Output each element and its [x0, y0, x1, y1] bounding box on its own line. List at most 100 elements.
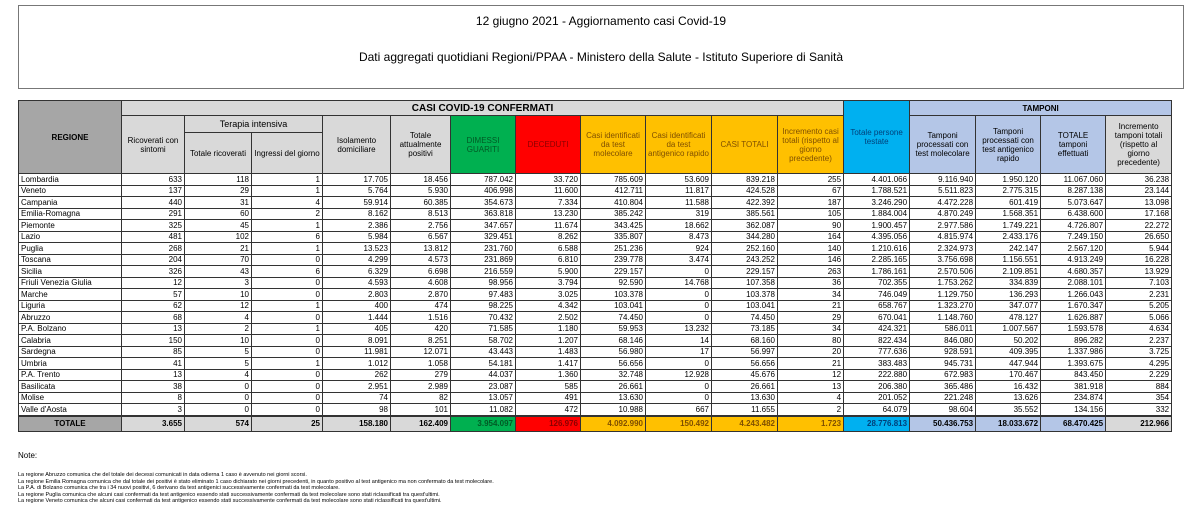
table-row: P.A. Bolzano 13 2 1 405 420 71.585 1.180 59.953 1…: [18, 322, 1173, 335]
table-cell: 5: [184, 345, 252, 358]
table-cell: 1: [251, 219, 323, 232]
table-cell: 60: [184, 207, 252, 220]
table-cell: 0: [251, 345, 323, 358]
table-cell: 0: [251, 391, 323, 404]
table-cell: 92.590: [580, 276, 646, 289]
table-cell: 11.817: [645, 184, 712, 197]
table-cell: 22.272: [1105, 219, 1173, 232]
table-cell: 5.205: [1105, 299, 1173, 312]
table-cell: 21: [776, 299, 845, 312]
table-cell: 255: [776, 173, 845, 186]
total-cell: 212.966: [1105, 414, 1173, 432]
table-cell: 4.913.249: [1040, 253, 1107, 266]
notes-section: Note: La regione Abruzzo comunica che de…: [18, 451, 494, 505]
table-cell: 31: [184, 196, 252, 209]
header-tamp-ant: Tamponi processati con test antigenico r…: [975, 115, 1042, 174]
total-cell: 18.033.672: [975, 414, 1042, 432]
table-cell: 45.676: [711, 368, 778, 381]
table-cell: 70: [184, 253, 252, 266]
table-cell: 56.656: [711, 357, 778, 370]
table-cell: 585: [515, 380, 581, 393]
table-cell: 262: [322, 368, 391, 381]
note-item: La P.A. di Bolzano comunica che tra i 34…: [18, 485, 340, 491]
header-ti-ingressi: Ingressi del giorno: [251, 132, 323, 174]
table-row: Emilia-Romagna 291 60 2 8.162 8.513 363.818 13.…: [18, 207, 1173, 220]
table-cell: 13.230: [515, 207, 581, 220]
total-cell: 162.409: [390, 414, 451, 432]
table-cell: 17: [645, 345, 712, 358]
table-cell: 2.502: [515, 311, 581, 324]
total-cell: 4.092.990: [580, 414, 646, 432]
table-cell: 10.988: [580, 403, 646, 416]
table-cell: 4.608: [390, 276, 451, 289]
table-cell: 633: [121, 173, 185, 186]
table-cell: 8.473: [645, 230, 712, 243]
table-cell: 0: [645, 311, 712, 324]
table-cell: 5.073.647: [1040, 196, 1107, 209]
table-cell: 231.760: [450, 242, 516, 255]
table-cell: 98: [322, 403, 391, 416]
table-cell: 221.248: [909, 391, 977, 404]
table-cell: 2.989: [390, 380, 451, 393]
header-regione: REGIONE: [18, 100, 122, 174]
table-cell: 5.944: [1105, 242, 1173, 255]
region-name: Abruzzo: [18, 311, 122, 324]
table-cell: 4.634: [1105, 322, 1173, 335]
table-body: Lombardia 633 118 1 17.705 18.456 787.042 33.72…: [18, 173, 1173, 432]
table-cell: 332: [1105, 403, 1173, 416]
table-cell: 1.900.457: [843, 219, 911, 232]
table-cell: 409.395: [975, 345, 1042, 358]
table-row: Calabria 150 10 0 8.091 8.251 58.702 1.207 68.14…: [18, 334, 1173, 347]
region-name: P.A. Bolzano: [18, 322, 122, 335]
table-cell: 4.680.357: [1040, 265, 1107, 278]
table-cell: 4.401.066: [843, 173, 911, 186]
table-cell: 3.725: [1105, 345, 1173, 358]
table-cell: 67: [776, 184, 845, 197]
total-cell: 1.723: [776, 414, 845, 432]
header-casi-ant: Casi identificati da test antigenico rap…: [645, 115, 712, 174]
table-cell: 252.160: [711, 242, 778, 255]
table-cell: 365.486: [909, 380, 977, 393]
table-cell: 4.395.056: [843, 230, 911, 243]
table-cell: 667: [645, 403, 712, 416]
region-name: Molise: [18, 391, 122, 404]
table-cell: 344.280: [711, 230, 778, 243]
table-cell: 17.168: [1105, 207, 1173, 220]
table-cell: 4.593: [322, 276, 391, 289]
table-cell: 0: [645, 288, 712, 301]
table-cell: 34: [776, 322, 845, 335]
table-cell: 26.650: [1105, 230, 1173, 243]
total-cell: 50.436.753: [909, 414, 977, 432]
table-row: Friuli Venezia Giulia 12 3 0 4.593 4.608 98.95…: [18, 276, 1173, 289]
table-cell: 12: [184, 299, 252, 312]
table-cell: 2.951: [322, 380, 391, 393]
table-cell: 13.929: [1105, 265, 1173, 278]
table-cell: 478.127: [975, 311, 1042, 324]
table-cell: 23.144: [1105, 184, 1173, 197]
table-cell: 21: [776, 357, 845, 370]
region-name: Marche: [18, 288, 122, 301]
table-cell: 6.329: [322, 265, 391, 278]
region-name: Veneto: [18, 184, 122, 197]
table-cell: 0: [645, 265, 712, 278]
table-cell: 90: [776, 219, 845, 232]
table-cell: 8.262: [515, 230, 581, 243]
table-row: Puglia 268 21 1 13.523 13.812 231.760 6.588 251.…: [18, 242, 1173, 255]
table-cell: 26.661: [580, 380, 646, 393]
table-cell: 140: [776, 242, 845, 255]
table-cell: 846.080: [909, 334, 977, 347]
header-positivi: Totale attualmente positivi: [390, 115, 451, 174]
table-cell: 216.559: [450, 265, 516, 278]
table-cell: 13.523: [322, 242, 391, 255]
table-cell: 4.726.807: [1040, 219, 1107, 232]
table-cell: 2.109.851: [975, 265, 1042, 278]
table-cell: 10: [184, 288, 252, 301]
total-row: TOTALE 3.655 574 25 158.180 162.409 3.954.097 1…: [18, 414, 1173, 432]
table-cell: 406.998: [450, 184, 516, 197]
table-cell: 4: [184, 368, 252, 381]
total-cell: 3.655: [121, 414, 185, 432]
table-cell: 32.748: [580, 368, 646, 381]
table-cell: 98.225: [450, 299, 516, 312]
table-cell: 291: [121, 207, 185, 220]
table-cell: 0: [251, 368, 323, 381]
